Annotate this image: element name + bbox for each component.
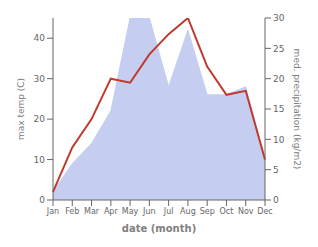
- svg-text:20: 20: [273, 74, 285, 84]
- svg-text:10: 10: [273, 135, 285, 145]
- svg-text:med. precipitation (kg/m2): med. precipitation (kg/m2): [292, 49, 302, 170]
- svg-text:15: 15: [273, 104, 284, 114]
- svg-text:Apr: Apr: [104, 207, 119, 216]
- svg-text:Jun: Jun: [142, 207, 156, 216]
- svg-text:Feb: Feb: [65, 207, 79, 216]
- svg-text:20: 20: [34, 114, 46, 124]
- svg-text:10: 10: [34, 155, 46, 165]
- svg-text:max temp (C): max temp (C): [16, 78, 26, 140]
- svg-text:Jan: Jan: [46, 207, 59, 216]
- svg-text:Oct: Oct: [220, 207, 234, 216]
- svg-text:25: 25: [273, 44, 284, 54]
- svg-text:Aug: Aug: [180, 207, 196, 216]
- svg-text:40: 40: [34, 33, 46, 43]
- svg-text:Mar: Mar: [84, 207, 100, 216]
- svg-text:Sep: Sep: [200, 207, 215, 216]
- svg-text:Nov: Nov: [238, 207, 254, 216]
- svg-text:date (month): date (month): [122, 223, 196, 234]
- svg-text:30: 30: [273, 13, 285, 23]
- svg-text:0: 0: [39, 195, 45, 205]
- svg-text:5: 5: [273, 165, 279, 175]
- svg-text:0: 0: [273, 195, 279, 205]
- svg-text:30: 30: [34, 74, 46, 84]
- svg-text:Jul: Jul: [163, 207, 174, 216]
- svg-text:May: May: [122, 207, 139, 216]
- svg-text:Dec: Dec: [257, 207, 272, 216]
